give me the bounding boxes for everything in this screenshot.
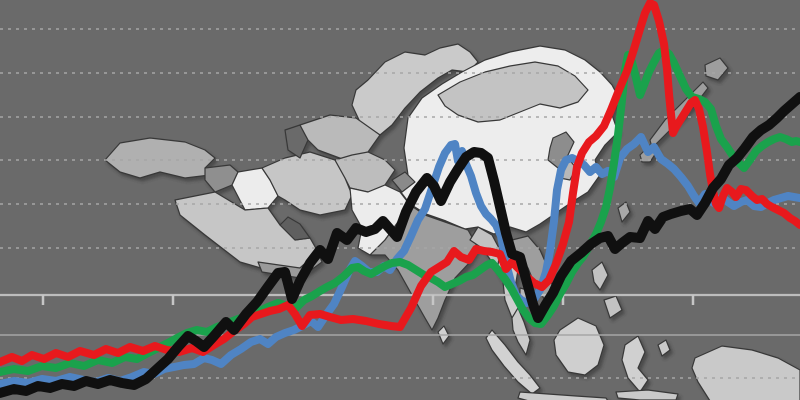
landmass-kashmir <box>391 171 416 193</box>
landmass-japan-hokkaido <box>704 57 729 81</box>
landmass-moluccas <box>657 339 671 357</box>
water-caspian-sea <box>284 124 309 159</box>
landmass-taiwan <box>617 201 631 223</box>
landmass-papua <box>691 345 800 400</box>
water-persian-gulf <box>279 216 311 241</box>
landmass-lesser-sunda <box>615 389 679 400</box>
landmass-philippines-mindanao <box>603 295 623 319</box>
gridlines-layer <box>0 28 800 379</box>
landmass-mongolia <box>437 61 589 123</box>
landmass-java <box>517 391 609 400</box>
landmass-afghanistan <box>334 151 396 193</box>
landmass-arabia <box>174 191 319 271</box>
landmass-iran <box>261 151 353 216</box>
landmass-borneo <box>553 317 605 376</box>
blue-line <box>0 133 800 388</box>
landmass-philippines-luzon <box>591 261 609 291</box>
black-line <box>0 92 800 398</box>
